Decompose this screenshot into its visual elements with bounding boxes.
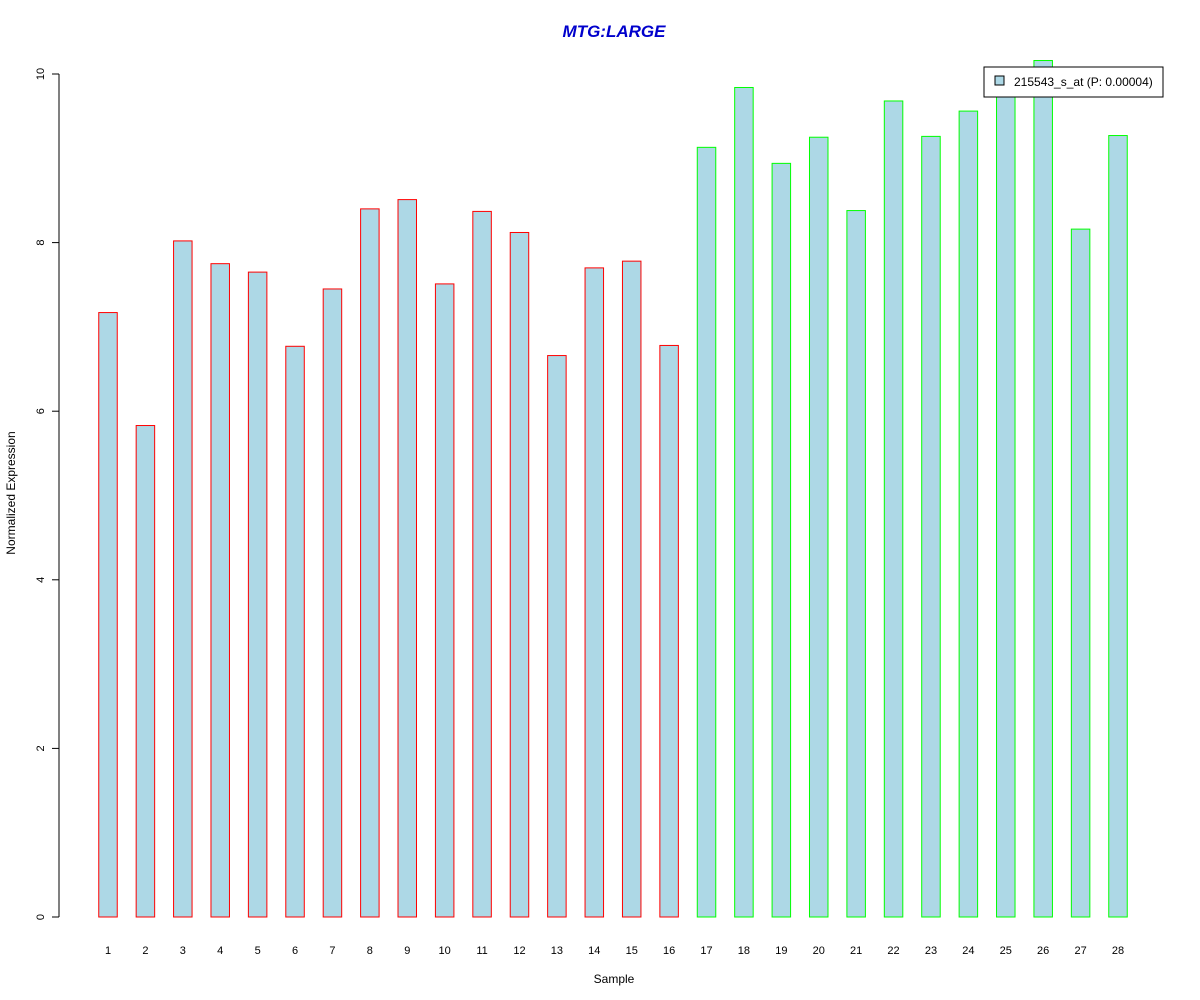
bar-sample-3 bbox=[173, 240, 193, 918]
x-tick-label: 1 bbox=[105, 945, 111, 957]
bar-sample-22 bbox=[883, 100, 904, 918]
x-tick-label: 7 bbox=[329, 945, 335, 957]
x-tick-labels: 1 2 3 4 5 6 7 8 9 10 11 12 13 14 15 16 17 18 19 20 21 22 23 24 2… bbox=[105, 945, 1124, 957]
x-tick-label: 3 bbox=[180, 945, 186, 957]
bar-sample-1 bbox=[98, 312, 118, 918]
x-tick-label: 12 bbox=[513, 945, 525, 957]
bar-sample-25 bbox=[996, 90, 1016, 918]
y-axis-label: Normalized Expression bbox=[4, 431, 18, 554]
y-tick-label: 0 bbox=[35, 914, 47, 920]
x-tick-label: 25 bbox=[1000, 945, 1012, 957]
bar-sample-18 bbox=[734, 86, 754, 918]
x-tick-label: 13 bbox=[551, 945, 563, 957]
x-tick-label: 18 bbox=[738, 945, 750, 957]
x-tick-label: 5 bbox=[255, 945, 261, 957]
x-tick-label: 17 bbox=[700, 945, 712, 957]
bar-sample-13 bbox=[547, 355, 567, 918]
x-tick-label: 24 bbox=[962, 945, 974, 957]
bar-sample-14 bbox=[584, 267, 605, 918]
bar-sample-28 bbox=[1108, 135, 1128, 918]
y-axis: 0 2 4 6 8 10 bbox=[35, 68, 60, 920]
x-tick-label: 28 bbox=[1112, 945, 1124, 957]
x-tick-label: 20 bbox=[813, 945, 825, 957]
x-tick-label: 8 bbox=[367, 945, 373, 957]
bar-sample-15 bbox=[621, 260, 642, 918]
bar-sample-2 bbox=[135, 425, 156, 918]
x-tick-label: 26 bbox=[1037, 945, 1049, 957]
bar-sample-24 bbox=[958, 110, 979, 918]
legend-label: 215543_s_at (P: 0.00004) bbox=[1014, 75, 1153, 89]
bar-sample-21 bbox=[846, 210, 866, 918]
bar-sample-8 bbox=[360, 208, 380, 918]
bar-sample-9 bbox=[397, 199, 418, 918]
bar-sample-16 bbox=[659, 344, 679, 918]
x-tick-label: 14 bbox=[588, 945, 600, 957]
bar-sample-11 bbox=[472, 210, 492, 918]
x-axis-label: Sample bbox=[594, 972, 635, 986]
y-tick-label: 4 bbox=[35, 577, 47, 583]
bars bbox=[98, 60, 1128, 918]
legend-box bbox=[983, 66, 1164, 98]
bar-sample-17 bbox=[696, 146, 717, 918]
bar-sample-27 bbox=[1070, 228, 1091, 918]
bar-sample-6 bbox=[285, 345, 305, 918]
legend: 215543_s_at (P: 0.00004) bbox=[983, 66, 1164, 98]
legend-swatch bbox=[994, 75, 1005, 86]
y-tick-label: 8 bbox=[35, 240, 47, 246]
x-tick-label: 6 bbox=[292, 945, 298, 957]
bar-sample-4 bbox=[210, 263, 230, 918]
bar-sample-12 bbox=[509, 231, 530, 918]
x-tick-label: 23 bbox=[925, 945, 937, 957]
bar-sample-26 bbox=[1033, 60, 1053, 918]
x-tick-label: 19 bbox=[775, 945, 787, 957]
x-tick-label: 11 bbox=[476, 945, 487, 957]
x-tick-label: 21 bbox=[850, 945, 862, 957]
bar-sample-7 bbox=[322, 288, 343, 918]
x-tick-label: 22 bbox=[887, 945, 899, 957]
x-tick-label: 16 bbox=[663, 945, 675, 957]
x-tick-label: 9 bbox=[404, 945, 410, 957]
chart-title: MTG:LARGE bbox=[563, 22, 667, 41]
bar-sample-23 bbox=[921, 135, 941, 918]
x-tick-label: 2 bbox=[142, 945, 148, 957]
bar-sample-19 bbox=[771, 162, 792, 918]
y-tick-label: 10 bbox=[35, 68, 47, 80]
bar-sample-5 bbox=[247, 271, 268, 918]
y-tick-label: 2 bbox=[35, 745, 47, 751]
bar-sample-20 bbox=[808, 136, 829, 918]
bar-sample-10 bbox=[434, 283, 455, 918]
x-tick-label: 15 bbox=[626, 945, 638, 957]
x-tick-label: 10 bbox=[439, 945, 451, 957]
y-tick-label: 6 bbox=[35, 408, 47, 414]
x-tick-label: 27 bbox=[1074, 945, 1086, 957]
x-tick-label: 4 bbox=[217, 945, 223, 957]
